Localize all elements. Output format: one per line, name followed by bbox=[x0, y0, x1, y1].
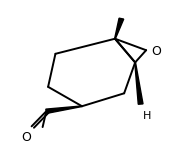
Polygon shape bbox=[46, 106, 82, 113]
Polygon shape bbox=[135, 62, 143, 104]
Text: O: O bbox=[22, 131, 32, 144]
Text: H: H bbox=[142, 111, 151, 120]
Polygon shape bbox=[115, 18, 124, 39]
Text: O: O bbox=[152, 45, 161, 58]
